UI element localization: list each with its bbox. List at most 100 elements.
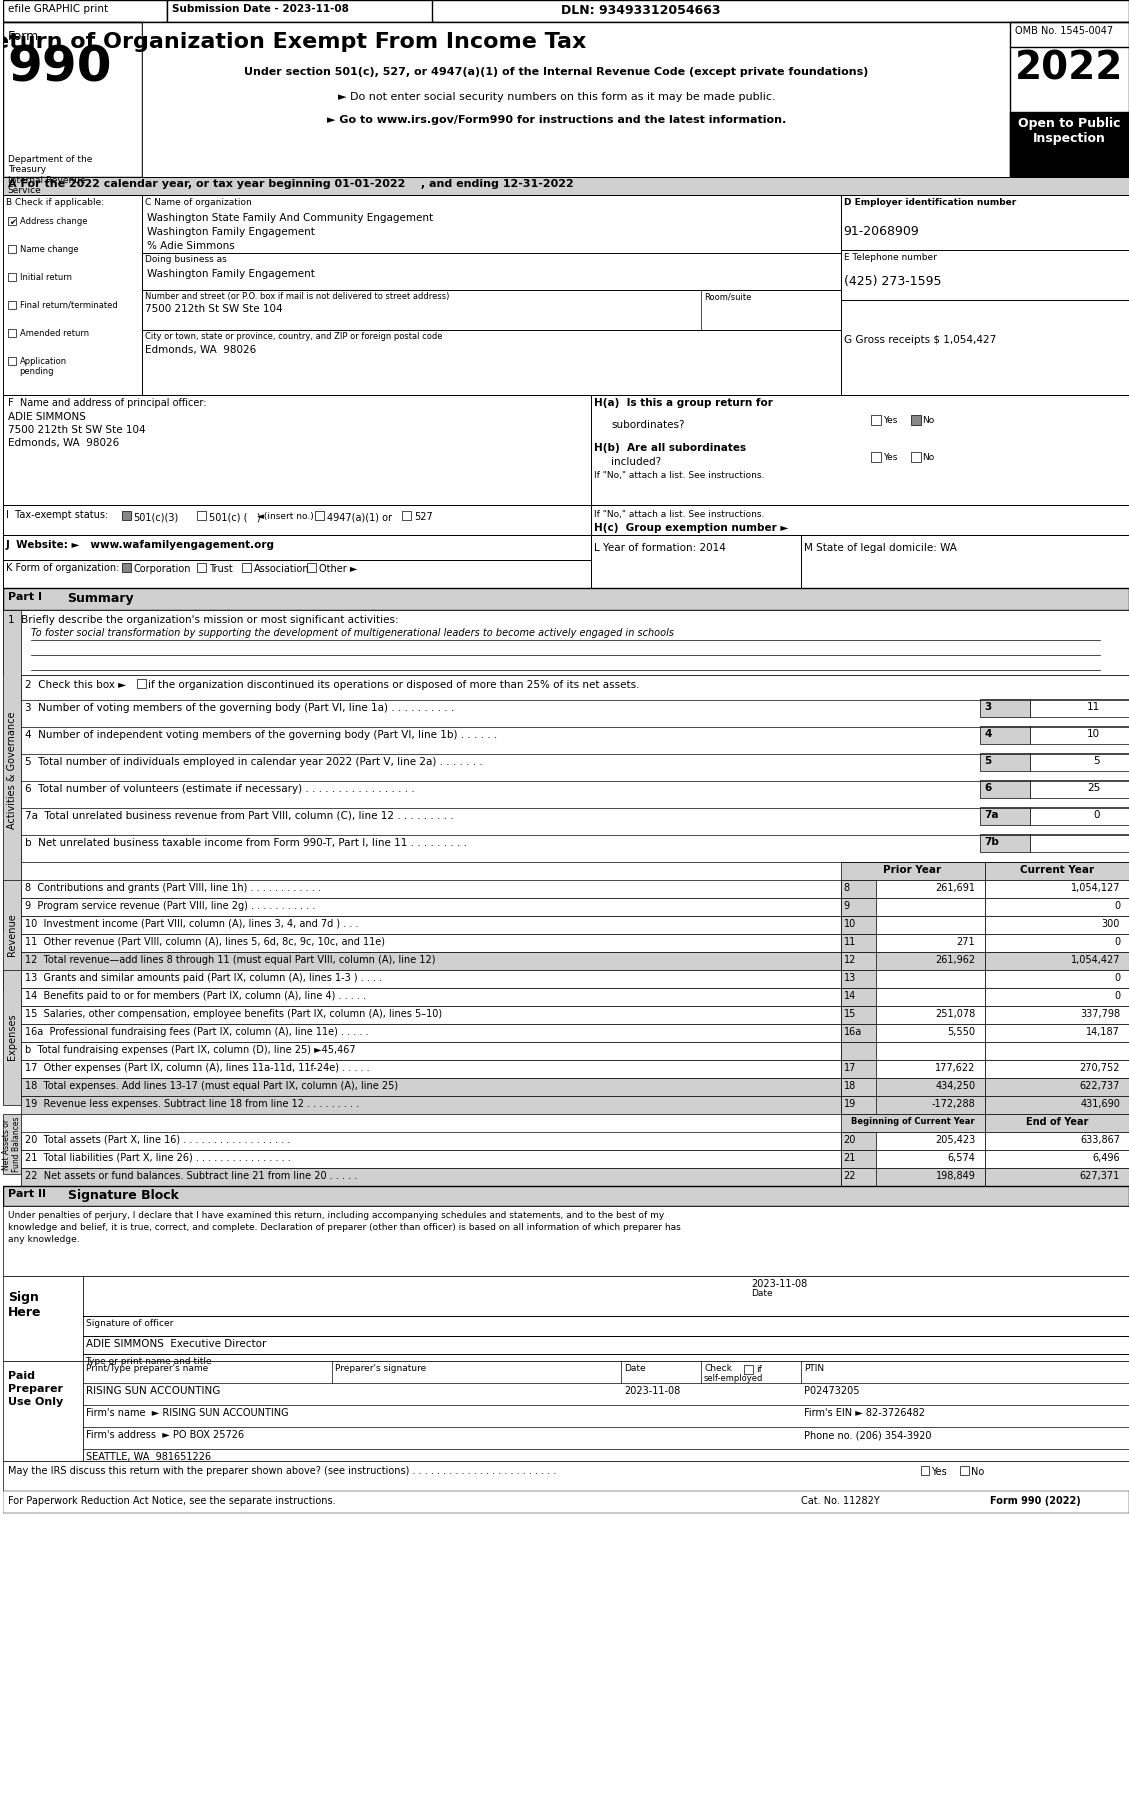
Bar (1031, 698, 1129, 717)
Text: Initial return: Initial return (19, 272, 71, 281)
Text: No: No (922, 454, 935, 463)
Text: 1,054,127: 1,054,127 (1070, 883, 1120, 892)
Text: 431,690: 431,690 (1080, 1099, 1120, 1108)
Bar (986, 916, 1129, 934)
Text: Sign: Sign (8, 1292, 38, 1304)
Text: No: No (971, 1468, 984, 1477)
Text: 7500 212th St SW Ste 104: 7500 212th St SW Ste 104 (146, 305, 283, 314)
Text: No: No (922, 415, 935, 424)
Text: Summary: Summary (68, 591, 134, 606)
Bar (986, 1168, 1129, 1186)
Text: 18: 18 (843, 1081, 856, 1090)
Text: Paid: Paid (8, 1371, 35, 1380)
Text: ADIE SIMMONS  Executive Director: ADIE SIMMONS Executive Director (86, 1339, 266, 1350)
Text: 261,691: 261,691 (935, 883, 975, 892)
Bar (592, 504, 1129, 535)
Bar (20, 1007, 841, 1023)
Text: 6,574: 6,574 (947, 1154, 975, 1163)
Text: K Form of organization:: K Form of organization: (6, 562, 119, 573)
Bar (841, 1132, 876, 1150)
Text: 177,622: 177,622 (935, 1063, 975, 1074)
Text: 1  Briefly describe the organization's mission or most significant activities:: 1 Briefly describe the organization's mi… (8, 615, 399, 626)
Text: SEATTLE, WA  981651226: SEATTLE, WA 981651226 (86, 1451, 211, 1462)
Bar (986, 1114, 1129, 1132)
Bar (980, 726, 1031, 744)
Text: 20  Total assets (Part X, line 16) . . . . . . . . . . . . . . . . . .: 20 Total assets (Part X, line 16) . . . … (25, 1136, 290, 1145)
Text: 11: 11 (1087, 702, 1100, 713)
Bar (980, 834, 1031, 853)
Text: 10  Investment income (Part VIII, column (A), lines 3, 4, and 7d ) . . .: 10 Investment income (Part VIII, column … (25, 920, 358, 929)
Bar (841, 1041, 876, 1059)
Bar (2, 610, 20, 931)
Text: P02473205: P02473205 (804, 1386, 859, 1397)
Bar (986, 1096, 1129, 1114)
Text: 0: 0 (1114, 938, 1120, 947)
Text: Here: Here (8, 1306, 42, 1319)
Text: PTIN: PTIN (804, 1364, 824, 1373)
Text: 7a: 7a (984, 811, 999, 820)
Text: 15: 15 (843, 1009, 856, 1019)
Text: % Adie Simmons: % Adie Simmons (148, 241, 235, 250)
Text: 6,496: 6,496 (1093, 1154, 1120, 1163)
Bar (986, 934, 1129, 952)
Text: Part II: Part II (8, 1188, 45, 1199)
Bar (2, 880, 20, 990)
Bar (592, 535, 1129, 588)
Bar (841, 1023, 986, 1041)
Text: Phone no. (206) 354-3920: Phone no. (206) 354-3920 (804, 1429, 931, 1440)
Bar (841, 1007, 986, 1023)
Bar (841, 862, 986, 880)
Text: 8: 8 (843, 883, 850, 892)
Bar (980, 807, 1031, 825)
Bar (20, 1132, 841, 1150)
Bar (2, 0, 167, 22)
Bar (307, 562, 316, 571)
Text: Check: Check (704, 1364, 732, 1373)
Text: Submission Date - 2023-11-08: Submission Date - 2023-11-08 (173, 4, 349, 15)
Bar (870, 452, 881, 463)
Bar (2, 561, 592, 588)
Text: 300: 300 (1102, 920, 1120, 929)
Bar (841, 970, 876, 989)
Bar (986, 1078, 1129, 1096)
Bar (2, 1206, 1129, 1275)
Bar (986, 862, 1129, 880)
Text: Preparer: Preparer (8, 1384, 63, 1393)
Text: Form: Form (8, 31, 40, 44)
Bar (841, 1168, 876, 1186)
Text: ADIE SIMMONS: ADIE SIMMONS (8, 412, 86, 423)
Bar (841, 1168, 986, 1186)
Bar (20, 1168, 841, 1186)
Text: Association: Association (254, 564, 309, 573)
Text: 251,078: 251,078 (935, 1009, 975, 1019)
Bar (198, 512, 207, 521)
Text: 16a  Professional fundraising fees (Part IX, column (A), line 11e) . . . . .: 16a Professional fundraising fees (Part … (25, 1027, 368, 1038)
Text: Edmonds, WA  98026: Edmonds, WA 98026 (146, 345, 256, 356)
Text: Corporation: Corporation (133, 564, 191, 573)
Text: 13: 13 (843, 972, 856, 983)
Text: Revenue: Revenue (7, 914, 17, 956)
Bar (20, 989, 841, 1007)
Text: 13  Grants and similar amounts paid (Part IX, column (A), lines 1-3 ) . . . .: 13 Grants and similar amounts paid (Part… (25, 972, 382, 983)
Text: 2023-11-08: 2023-11-08 (624, 1386, 681, 1397)
Text: E Telephone number: E Telephone number (843, 252, 937, 261)
Text: knowledge and belief, it is true, correct, and complete. Declaration of preparer: knowledge and belief, it is true, correc… (8, 1223, 681, 1232)
Bar (2, 22, 142, 178)
Text: 9: 9 (843, 902, 850, 911)
Text: Activities & Governance: Activities & Governance (7, 711, 17, 829)
Bar (122, 512, 131, 521)
Bar (841, 970, 986, 989)
Text: Washington Family Engagement: Washington Family Engagement (148, 227, 315, 238)
Bar (142, 22, 1010, 178)
Bar (2, 1460, 1129, 1491)
Bar (841, 989, 986, 1007)
Bar (20, 952, 841, 970)
Text: 4947(a)(1) or: 4947(a)(1) or (327, 512, 392, 522)
Text: 12: 12 (843, 954, 856, 965)
Text: Signature Block: Signature Block (68, 1188, 178, 1203)
Text: H(c)  Group exemption number ►: H(c) Group exemption number ► (594, 522, 789, 533)
Text: efile GRAPHIC print: efile GRAPHIC print (8, 4, 108, 15)
Bar (8, 357, 16, 365)
Text: H(a)  Is this a group return for: H(a) Is this a group return for (594, 397, 773, 408)
Bar (986, 1150, 1129, 1168)
